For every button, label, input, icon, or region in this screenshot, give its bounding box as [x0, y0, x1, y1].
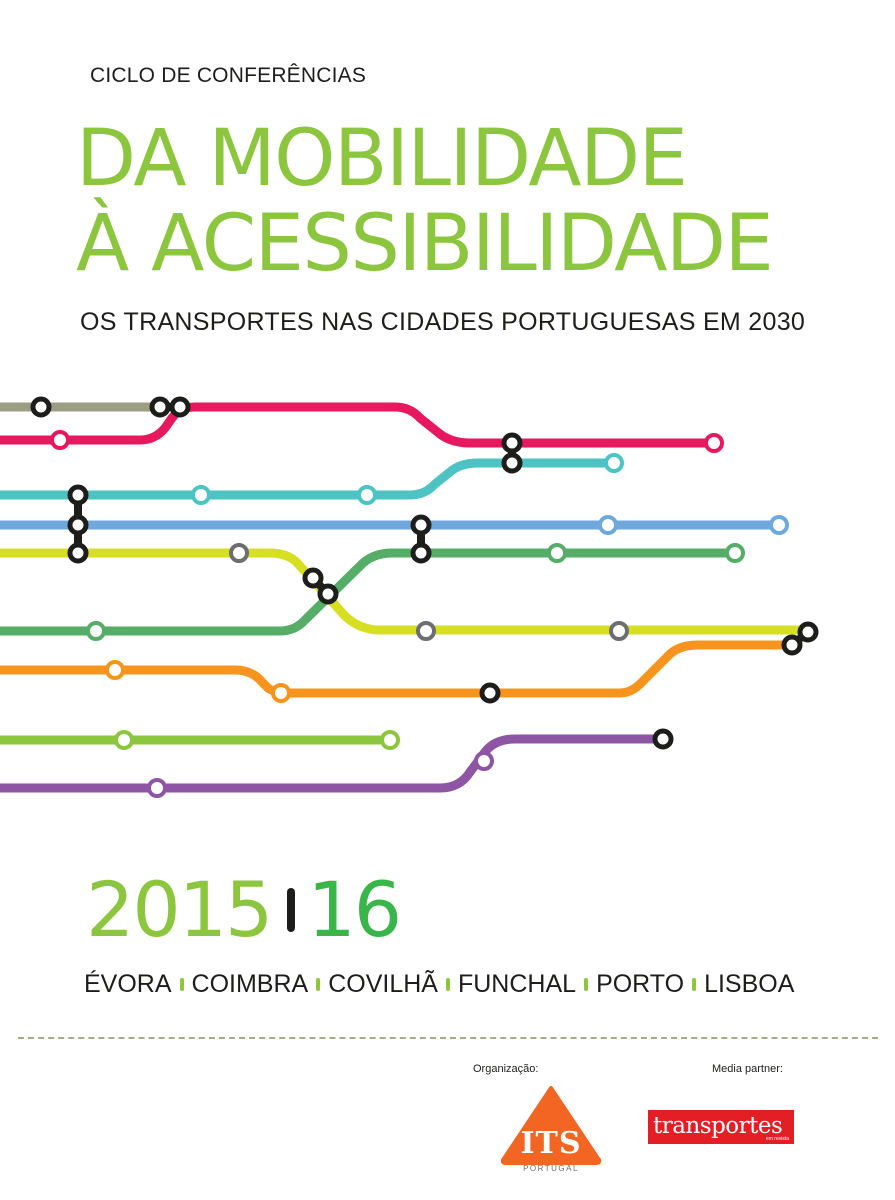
year-end: 16: [307, 865, 402, 954]
title-line-1: DA MOBILIDADE: [76, 114, 688, 204]
city-name: COIMBRA: [191, 969, 309, 998]
city-name: LISBOA: [704, 969, 795, 998]
city-name: FUNCHAL: [457, 969, 577, 998]
its-logo-text: ITS: [520, 1126, 582, 1161]
its-portugal-logo: [500, 1086, 602, 1165]
event-series-label: CICLO DE CONFERÊNCIAS: [90, 64, 367, 87]
media-logo-text: transportes: [653, 1113, 783, 1139]
metro-line-green: [0, 548, 740, 636]
metro-line-purple: [0, 734, 668, 793]
organization-label: Organização:: [473, 1063, 539, 1075]
media-logo-subtext: em revista: [765, 1136, 789, 1142]
its-logo-subtext: PORTUGAL: [523, 1164, 579, 1173]
city-name: PORTO: [596, 969, 685, 998]
year-separator: [287, 888, 296, 932]
year-start: 2015: [86, 865, 273, 954]
city-name: COVILHÃ: [328, 969, 438, 998]
city-separator: [584, 977, 589, 991]
city-name: ÉVORA: [84, 969, 172, 998]
city-separator: [692, 977, 697, 991]
metro-lines-illustration: [0, 396, 819, 798]
transportes-em-revista-logo: transportes em revista: [648, 1110, 794, 1144]
metro-line-teal: [0, 458, 619, 500]
city-separator: [179, 977, 184, 991]
footer-divider: [18, 1037, 878, 1039]
city-separator: [316, 977, 321, 991]
metro-line-pink: [0, 402, 719, 448]
title-line-2: À ACESSIBILIDADE: [76, 199, 774, 289]
city-list: ÉVORA COIMBRA COVILHÃ FUNCHAL PORTO LISB…: [84, 966, 794, 1002]
metro-line-lime: [0, 548, 813, 635]
edition-years: 2015 16: [86, 865, 402, 954]
metro-line-orange: [0, 640, 797, 698]
city-separator: [445, 977, 450, 991]
media-partner-label: Media partner:: [712, 1063, 783, 1075]
subtitle: OS TRANSPORTES NAS CIDADES PORTUGUESAS E…: [80, 308, 806, 336]
